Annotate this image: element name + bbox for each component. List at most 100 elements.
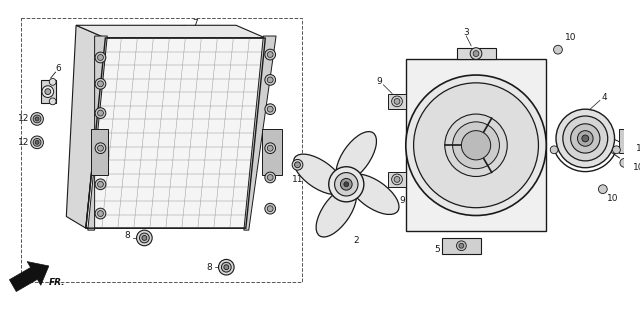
Circle shape bbox=[265, 75, 276, 85]
Ellipse shape bbox=[294, 154, 344, 194]
Circle shape bbox=[33, 115, 41, 123]
Text: 12: 12 bbox=[18, 138, 29, 147]
Circle shape bbox=[577, 131, 593, 146]
Polygon shape bbox=[442, 238, 481, 254]
Polygon shape bbox=[10, 261, 49, 291]
Circle shape bbox=[97, 110, 104, 116]
Circle shape bbox=[292, 159, 303, 170]
Circle shape bbox=[49, 98, 56, 105]
Text: 5: 5 bbox=[434, 245, 440, 254]
Polygon shape bbox=[41, 80, 56, 103]
Circle shape bbox=[97, 81, 104, 87]
Polygon shape bbox=[88, 36, 108, 230]
Ellipse shape bbox=[349, 174, 399, 214]
Text: 7: 7 bbox=[192, 19, 198, 28]
Circle shape bbox=[473, 51, 479, 56]
Circle shape bbox=[97, 181, 104, 187]
Circle shape bbox=[550, 146, 558, 154]
Circle shape bbox=[95, 179, 106, 190]
Circle shape bbox=[563, 116, 608, 161]
Polygon shape bbox=[244, 36, 276, 230]
Circle shape bbox=[265, 49, 276, 60]
Circle shape bbox=[394, 177, 400, 182]
Circle shape bbox=[42, 86, 54, 97]
Text: 8: 8 bbox=[124, 231, 130, 240]
Circle shape bbox=[461, 131, 491, 160]
Circle shape bbox=[265, 172, 276, 183]
Text: 3: 3 bbox=[463, 28, 469, 37]
Ellipse shape bbox=[336, 132, 376, 182]
Circle shape bbox=[335, 173, 358, 196]
Text: 10: 10 bbox=[633, 163, 640, 172]
Polygon shape bbox=[76, 25, 266, 38]
Polygon shape bbox=[262, 129, 282, 174]
Circle shape bbox=[340, 178, 352, 190]
Circle shape bbox=[612, 146, 620, 154]
Circle shape bbox=[394, 99, 400, 104]
Circle shape bbox=[95, 208, 106, 219]
Circle shape bbox=[413, 83, 538, 208]
Text: 1: 1 bbox=[636, 144, 640, 153]
Circle shape bbox=[97, 55, 104, 61]
Circle shape bbox=[265, 104, 276, 115]
Circle shape bbox=[265, 143, 276, 154]
Circle shape bbox=[445, 114, 508, 177]
Circle shape bbox=[620, 158, 628, 167]
Circle shape bbox=[33, 139, 41, 146]
Text: FR.: FR. bbox=[49, 278, 65, 287]
Circle shape bbox=[142, 236, 147, 240]
Text: 4: 4 bbox=[602, 93, 607, 102]
Circle shape bbox=[554, 45, 563, 54]
Circle shape bbox=[97, 145, 104, 151]
Text: 9: 9 bbox=[376, 77, 382, 86]
Circle shape bbox=[470, 48, 482, 59]
Circle shape bbox=[268, 206, 273, 212]
Polygon shape bbox=[388, 172, 406, 187]
Circle shape bbox=[265, 203, 276, 214]
Circle shape bbox=[95, 143, 106, 154]
Circle shape bbox=[45, 89, 51, 95]
Circle shape bbox=[556, 109, 614, 168]
Circle shape bbox=[221, 262, 231, 272]
Polygon shape bbox=[388, 94, 406, 109]
Text: 6: 6 bbox=[56, 64, 61, 73]
Polygon shape bbox=[620, 129, 632, 153]
Text: 2: 2 bbox=[353, 236, 359, 245]
Polygon shape bbox=[67, 25, 106, 228]
Circle shape bbox=[268, 174, 273, 180]
Circle shape bbox=[294, 162, 300, 168]
Circle shape bbox=[95, 108, 106, 119]
Polygon shape bbox=[406, 59, 547, 231]
Circle shape bbox=[598, 185, 607, 193]
Circle shape bbox=[31, 136, 44, 149]
Polygon shape bbox=[456, 48, 495, 59]
Circle shape bbox=[344, 182, 349, 187]
Circle shape bbox=[268, 77, 273, 83]
Circle shape bbox=[268, 106, 273, 112]
Circle shape bbox=[49, 78, 56, 85]
Circle shape bbox=[392, 174, 403, 185]
Circle shape bbox=[571, 124, 600, 153]
Text: 12: 12 bbox=[18, 115, 29, 124]
Circle shape bbox=[95, 78, 106, 89]
Circle shape bbox=[456, 241, 467, 251]
Circle shape bbox=[136, 230, 152, 246]
Text: 11: 11 bbox=[292, 175, 303, 184]
Circle shape bbox=[140, 233, 149, 243]
Circle shape bbox=[459, 243, 464, 248]
Circle shape bbox=[582, 135, 589, 142]
Circle shape bbox=[406, 75, 547, 216]
Circle shape bbox=[329, 167, 364, 202]
Circle shape bbox=[218, 259, 234, 275]
Circle shape bbox=[268, 51, 273, 57]
Text: 10: 10 bbox=[607, 194, 618, 203]
Circle shape bbox=[31, 113, 44, 125]
Polygon shape bbox=[91, 129, 108, 174]
Text: 10: 10 bbox=[565, 33, 577, 42]
Circle shape bbox=[224, 265, 228, 270]
Text: 8: 8 bbox=[206, 263, 212, 272]
Circle shape bbox=[35, 140, 39, 144]
Circle shape bbox=[95, 52, 106, 63]
Circle shape bbox=[268, 145, 273, 151]
Circle shape bbox=[35, 117, 39, 121]
